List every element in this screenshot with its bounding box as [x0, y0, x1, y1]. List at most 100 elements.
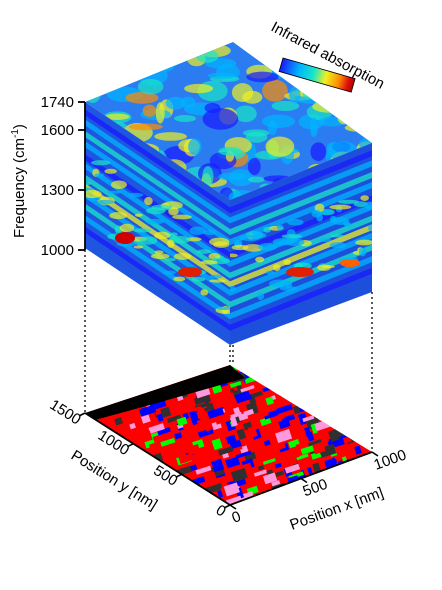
left-face-band	[154, 250, 164, 255]
position-x-tick	[300, 477, 308, 484]
right-face-band	[230, 285, 237, 292]
right-face-band	[358, 247, 367, 257]
chemical-map-patch	[178, 452, 194, 464]
chemical-map-patch	[203, 471, 218, 485]
right-face-band	[230, 215, 372, 279]
right-face-band	[234, 239, 243, 246]
absorption-hotspot	[178, 267, 202, 277]
chemical-map-patch	[254, 394, 267, 405]
right-face-band	[231, 244, 249, 251]
chemical-map-patch	[217, 446, 234, 456]
position-x-tick	[371, 451, 379, 457]
top-face-patch	[268, 120, 278, 136]
left-face-band	[119, 223, 135, 233]
frequency-axis-title: Frequency (cm-1)	[10, 124, 28, 238]
left-face-band	[85, 109, 230, 214]
position-y-tick-label: 0	[213, 502, 229, 521]
frequency-tick-label: 1600	[41, 122, 74, 139]
chemical-map-patch	[328, 429, 340, 442]
position-y-tick-label: 1500	[47, 396, 84, 428]
top-face-patch	[265, 136, 295, 157]
right-face-band	[242, 244, 264, 252]
left-face-band	[104, 168, 117, 174]
chemical-map-patch	[138, 430, 153, 444]
top-face-patch	[207, 72, 237, 79]
chemical-map-empty-region	[85, 365, 245, 420]
right-face-band	[230, 256, 372, 320]
top-face-patch	[246, 71, 279, 83]
chemical-map-patch	[310, 423, 318, 434]
top-face-patch	[247, 158, 261, 176]
chemical-map-patch	[257, 465, 265, 471]
frequency-axis: 1740 1600 1300 1000 Frequency (cm-1)	[10, 94, 86, 259]
chemical-map-patch	[300, 445, 315, 455]
chemical-map-patch	[139, 404, 157, 417]
left-face-band	[154, 231, 171, 240]
frequency-tick-label: 1740	[41, 94, 74, 111]
chemical-map-patch	[223, 482, 240, 497]
top-face-patch	[337, 111, 352, 125]
chemical-map-patch	[120, 413, 133, 427]
top-face-patch	[218, 146, 242, 156]
chemical-map-patch	[253, 469, 268, 477]
left-face-band	[173, 276, 186, 282]
position-y-tick	[126, 442, 134, 448]
chemical-map-patch	[223, 404, 234, 417]
absorption-hotspot	[115, 232, 135, 244]
chemical-map-patch	[247, 425, 258, 438]
top-face-patch	[139, 63, 149, 77]
right-face-band	[285, 238, 305, 247]
right-face-band	[329, 242, 347, 249]
right-face-band	[257, 292, 265, 301]
right-face-band	[230, 160, 372, 224]
left-face-band	[150, 253, 170, 260]
left-face-band	[85, 174, 230, 279]
chemical-map-patch	[129, 422, 136, 430]
chemical-map-patch	[193, 405, 202, 412]
right-face-band	[239, 234, 260, 242]
chemical-map-patch	[174, 432, 183, 440]
chemical-map-patch	[265, 396, 275, 406]
chemical-map-patch	[166, 414, 182, 423]
chemical-map-patch	[275, 428, 293, 444]
absorption-hotspot	[286, 267, 314, 277]
chemical-map-patch	[190, 415, 198, 426]
left-face-band	[196, 249, 212, 254]
right-face-band	[255, 256, 265, 263]
left-face-band	[191, 276, 206, 282]
left-face-band	[139, 236, 158, 245]
right-face-band	[265, 270, 275, 275]
chemical-map-patch	[215, 417, 227, 425]
chemical-map-patch	[237, 478, 247, 487]
top-face-patch	[91, 49, 116, 62]
cube-right-texture	[230, 150, 372, 331]
top-face-patch	[154, 132, 187, 141]
chemical-map-patch	[148, 442, 159, 451]
top-face-patch	[338, 89, 347, 106]
left-face-band	[203, 229, 217, 236]
right-face-band	[283, 259, 292, 266]
chemical-map-patch	[276, 450, 294, 464]
position-y-axis-title: Position y [nm]	[68, 447, 160, 514]
left-face-band	[85, 226, 230, 331]
position-x-tick-label: 1000	[372, 446, 409, 473]
top-face-patch	[344, 123, 369, 132]
position-x-tick-label: 0	[230, 508, 244, 527]
left-face-band	[173, 252, 192, 260]
right-face-band	[230, 150, 372, 214]
colorbar-gradient	[278, 57, 356, 93]
left-face-band	[94, 173, 105, 177]
chemical-map-patch	[276, 404, 293, 415]
left-face-band	[209, 237, 230, 247]
position-y-tick	[175, 473, 183, 479]
position-x-tick-label: 500	[301, 476, 330, 501]
chemical-map-patch	[207, 406, 225, 419]
top-face-patch	[202, 166, 214, 187]
chemical-map-patch	[312, 441, 326, 455]
top-face-patch	[271, 100, 300, 111]
left-face-band	[133, 228, 152, 233]
right-face-band	[281, 234, 303, 239]
right-face-band	[263, 227, 271, 233]
left-face-band	[96, 199, 115, 205]
top-face-patch	[107, 58, 119, 67]
